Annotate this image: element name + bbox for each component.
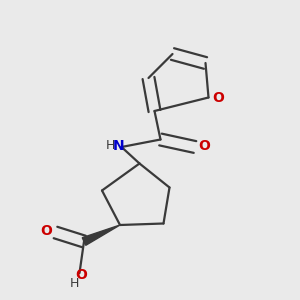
Text: N: N [113,139,124,152]
Text: H: H [105,139,115,152]
Text: O: O [40,224,52,238]
Polygon shape [82,225,120,245]
Text: H: H [69,277,79,290]
Text: O: O [212,91,224,104]
Text: O: O [198,139,210,152]
Text: O: O [75,268,87,282]
